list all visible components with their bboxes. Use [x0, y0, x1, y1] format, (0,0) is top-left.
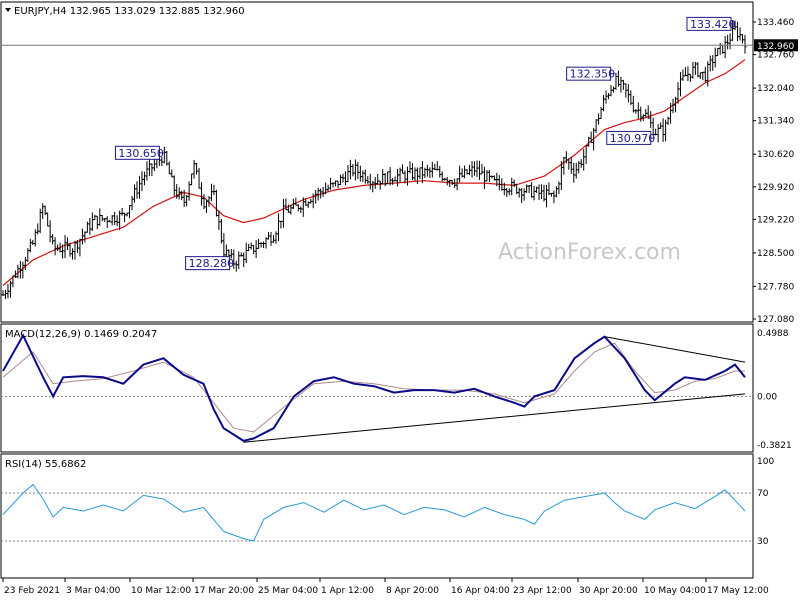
- price-bars-layer: [1, 20, 747, 300]
- time-axis: 23 Feb 2021 3 Mar 04:00 10 Mar 12:00 17 Mar…: [2, 578, 769, 596]
- time-tick-label: 17 May 12:00: [707, 586, 769, 596]
- price-panel-frame: [0, 1, 754, 323]
- time-tick-label: 10 Mar 12:00: [131, 586, 191, 596]
- time-tick-label: 1 Apr 12:00: [321, 586, 374, 596]
- svg-text:133.420: 133.420: [690, 18, 736, 31]
- price-annotation: 133.420: [686, 16, 736, 31]
- svg-text:132.350: 132.350: [570, 68, 616, 81]
- rsi-tick-label: 30: [757, 537, 769, 547]
- price-panel: ActionForex.com 133.460 132.760 132.040 131…: [0, 1, 798, 325]
- chart-header: EURJPY,H4 132.965 133.029 132.885 132.96…: [5, 6, 245, 17]
- macd-tick-label: 0.4988: [757, 329, 789, 339]
- dropdown-triangle-icon: [5, 8, 11, 12]
- macd-line: [2, 333, 746, 442]
- price-annotations: 130.650 128.280 132.350 130.970 133.420: [114, 16, 736, 271]
- svg-text:130.650: 130.650: [118, 147, 164, 160]
- rsi-panel: 100 70 30 RSI(14) 55.6862: [0, 453, 774, 579]
- svg-text:128.280: 128.280: [189, 257, 235, 270]
- price-axis-ticks: 133.460 132.760 132.040 131.340 130.620 129.9…: [753, 18, 794, 325]
- price-tick-label: 127.080: [757, 315, 794, 325]
- macd-layer: 0.4988 0.00 -0.3821: [1, 329, 792, 451]
- price-tick-label: 133.460: [757, 18, 794, 28]
- macd-label: MACD(12,26,9) 0.1469 0.2047: [5, 329, 157, 340]
- time-tick-label: 23 Apr 12:00: [513, 586, 572, 596]
- current-price-tag: 132.960: [754, 39, 798, 52]
- price-tick-label: 127.780: [757, 282, 794, 292]
- watermark: ActionForex.com: [498, 240, 681, 265]
- rsi-label: RSI(14) 55.6862: [5, 459, 86, 470]
- time-tick-label: 10 May 04:00: [644, 586, 706, 596]
- rsi-tick-label: 100: [757, 457, 774, 467]
- price-tick-label: 129.920: [757, 183, 794, 193]
- time-tick-label: 8 Apr 20:00: [386, 586, 439, 596]
- time-tick-label: 25 Mar 04:00: [258, 586, 318, 596]
- price-tick-label: 132.760: [757, 51, 794, 61]
- macd-panel: 0.4988 0.00 -0.3821 MACD(12,26,9) 0.1469 0…: [0, 323, 792, 453]
- svg-text:130.970: 130.970: [610, 132, 656, 145]
- price-tick-label: 129.220: [757, 215, 794, 225]
- macd-trendline: [604, 336, 746, 363]
- rsi-line: [2, 483, 746, 542]
- rsi-panel-frame: [0, 453, 754, 579]
- price-tick-label: 128.500: [757, 249, 794, 259]
- current-price-tag-bg: [754, 39, 798, 52]
- macd-tick-label: -0.3821: [757, 441, 792, 451]
- time-tick-label: 30 Apr 20:00: [579, 586, 638, 596]
- time-tick-label: 17 Mar 20:00: [194, 586, 254, 596]
- time-tick-label: 3 Mar 04:00: [66, 586, 121, 596]
- price-bar: [743, 34, 747, 54]
- price-tick-label: 132.040: [757, 84, 794, 94]
- time-tick-label: 23 Feb 2021: [4, 586, 60, 596]
- price-tick-label: 131.340: [757, 117, 794, 127]
- price-annotation: 130.970: [606, 130, 656, 145]
- price-tick-label: 130.620: [757, 150, 794, 160]
- chart-header-text: EURJPY,H4 132.965 133.029 132.885 132.96…: [14, 6, 245, 17]
- price-annotation: 128.280: [185, 256, 235, 271]
- rsi-layer: 100 70 30: [1, 457, 774, 547]
- rsi-tick-label: 70: [757, 489, 769, 499]
- macd-tick-label: 0.00: [757, 392, 777, 402]
- time-tick-label: 16 Apr 04:00: [451, 586, 510, 596]
- price-annotation: 132.350: [566, 66, 616, 81]
- current-price-label: 132.960: [757, 42, 794, 52]
- price-annotation: 130.650: [114, 145, 164, 160]
- macd-trendline: [243, 393, 746, 443]
